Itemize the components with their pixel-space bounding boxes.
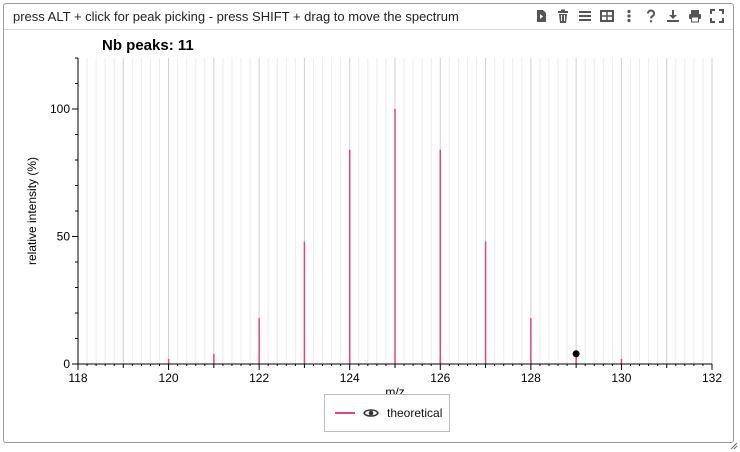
eye-icon[interactable] [363, 407, 379, 419]
x-tick-label: 122 [249, 371, 269, 385]
y-tick-label: 50 [57, 230, 71, 244]
peaks [167, 109, 623, 364]
x-tick-label: 126 [430, 371, 450, 385]
export-data-icon[interactable] [533, 7, 549, 25]
grid [77, 58, 713, 364]
legend-label: theoretical [387, 406, 443, 420]
more-vertical-icon[interactable] [621, 7, 637, 25]
download-icon[interactable] [665, 7, 681, 25]
list-icon[interactable] [577, 7, 593, 25]
help-icon[interactable] [643, 7, 659, 25]
x-tick-label: 130 [611, 371, 631, 385]
peak-marker[interactable] [572, 350, 580, 358]
table-icon[interactable] [599, 7, 615, 25]
toolbar-hint: press ALT + click for peak picking - pre… [13, 9, 459, 24]
x-tick-label: 124 [340, 371, 360, 385]
resize-handle-icon[interactable] [730, 442, 738, 450]
x-tick-label: 128 [521, 371, 541, 385]
y-ticks: 0 50 100 [50, 57, 78, 371]
fullscreen-icon[interactable] [709, 7, 725, 25]
x-tick-label: 118 [68, 371, 87, 385]
y-axis-label: relative intensity (%) [25, 157, 39, 265]
y-tick-label: 0 [63, 357, 70, 371]
x-ticks: 118 120 122 124 126 128 130 132 [68, 364, 722, 385]
x-tick-label: 132 [702, 371, 722, 385]
trash-icon[interactable] [555, 7, 571, 25]
legend: theoretical [324, 394, 450, 432]
chart-title: Nb peaks: 11 [102, 37, 194, 54]
legend-line-swatch [335, 412, 355, 414]
x-tick-label: 120 [159, 371, 179, 385]
print-icon[interactable] [687, 7, 703, 25]
toolbar: press ALT + click for peak picking - pre… [4, 4, 733, 30]
toolbar-tools [533, 7, 725, 25]
y-tick-label: 100 [50, 102, 70, 116]
